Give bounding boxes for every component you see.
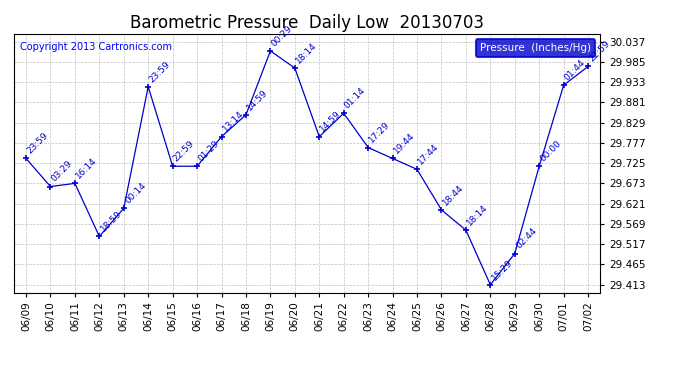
Text: 01:29: 01:29 [196,139,221,164]
Text: 02:44: 02:44 [514,226,538,251]
Text: 00:29: 00:29 [270,24,294,48]
Text: 17:44: 17:44 [416,142,441,166]
Text: 01:44: 01:44 [563,58,587,82]
Text: 23:59: 23:59 [148,59,172,84]
Text: 14:59: 14:59 [245,87,270,112]
Text: 01:14: 01:14 [343,86,368,111]
Text: 14:59: 14:59 [319,109,343,134]
Text: 03:29: 03:29 [50,159,75,184]
Text: 22:59: 22:59 [587,39,612,64]
Text: 18:44: 18:44 [441,183,465,207]
Text: 18:59: 18:59 [99,209,124,234]
Text: 15:29: 15:29 [489,257,514,282]
Text: Copyright 2013 Cartronics.com: Copyright 2013 Cartronics.com [19,42,172,51]
Text: 22:59: 22:59 [172,139,197,164]
Text: 13:14: 13:14 [221,109,245,134]
Text: 18:14: 18:14 [294,41,319,65]
Text: 00:14: 00:14 [123,181,148,206]
Text: 00:00: 00:00 [538,139,563,164]
Text: 17:29: 17:29 [367,120,392,145]
Legend: Pressure  (Inches/Hg): Pressure (Inches/Hg) [476,39,595,57]
Text: 16:14: 16:14 [74,156,99,181]
Text: 18:14: 18:14 [465,203,490,227]
Text: 19:44: 19:44 [392,131,416,156]
Title: Barometric Pressure  Daily Low  20130703: Barometric Pressure Daily Low 20130703 [130,14,484,32]
Text: 23:59: 23:59 [26,131,50,156]
